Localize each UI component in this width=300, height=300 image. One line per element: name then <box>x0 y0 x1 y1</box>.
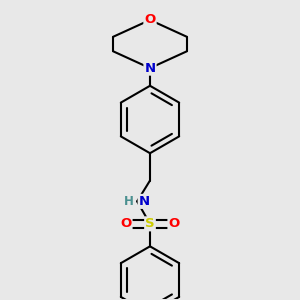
Text: S: S <box>145 218 155 230</box>
Text: O: O <box>120 218 131 230</box>
Text: O: O <box>144 14 156 26</box>
Text: H: H <box>124 195 134 208</box>
Text: N: N <box>144 61 156 75</box>
Text: N: N <box>139 195 150 208</box>
Text: O: O <box>169 218 180 230</box>
